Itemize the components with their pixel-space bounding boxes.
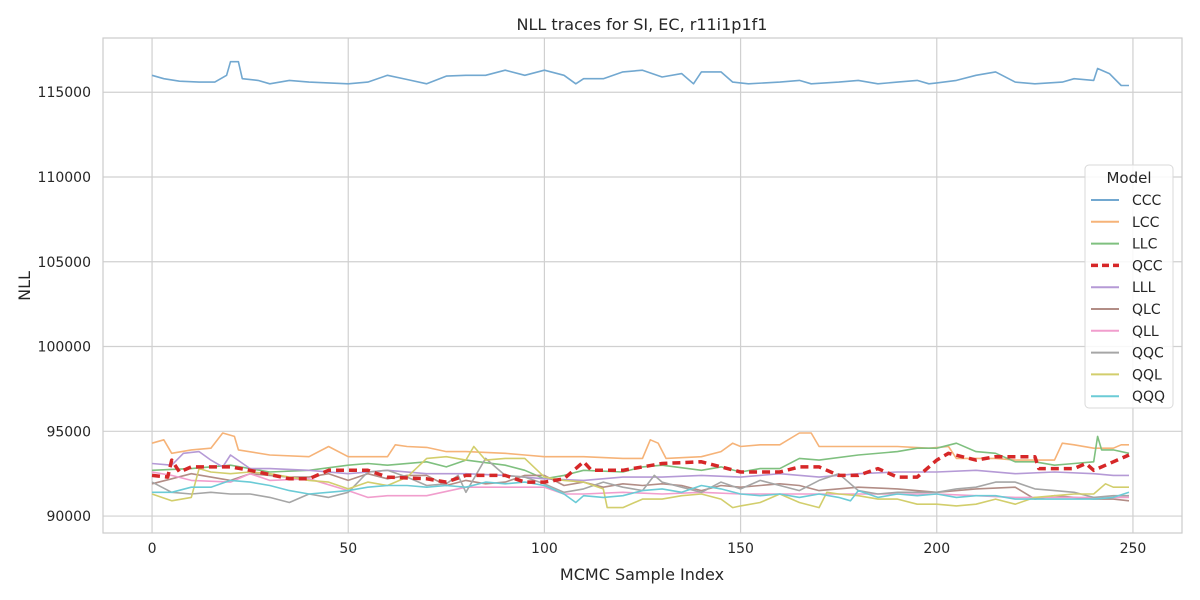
y-tick-label: 115000 <box>38 85 91 101</box>
y-axis-ticks: 90000 95000 100000 105000 110000 115000 <box>38 85 91 525</box>
series-line-ccc <box>151 60 1129 87</box>
y-tick-label: 95000 <box>46 424 91 440</box>
series-line-lcc <box>151 432 1129 461</box>
legend-label-qll: QLL <box>1132 324 1159 340</box>
y-tick-label: 90000 <box>46 509 91 525</box>
legend-label-lcc: LCC <box>1132 215 1160 231</box>
legend: Model CCC LCC LLC QCC LLL QLC QLL QQC QQL QQQ <box>1084 164 1174 409</box>
series-line-qcc <box>151 451 1130 484</box>
legend-label-lll: LLL <box>1132 280 1156 296</box>
x-tick-label: 100 <box>531 541 558 557</box>
x-tick-label: 50 <box>339 541 357 557</box>
legend-label-qcc: QCC <box>1132 258 1163 274</box>
y-tick-label: 100000 <box>38 340 91 356</box>
x-tick-label: 0 <box>148 541 157 557</box>
plot-frame <box>102 37 1183 534</box>
x-tick-label: 250 <box>1120 541 1147 557</box>
series-line-qqc <box>151 457 1129 504</box>
y-axis-label: NLL <box>15 271 34 301</box>
y-tick-label: 110000 <box>38 170 91 186</box>
legend-box <box>1084 164 1174 409</box>
series-line-qll <box>151 471 1129 499</box>
x-tick-label: 200 <box>923 541 950 557</box>
series-line-qql <box>151 445 1129 509</box>
legend-label-ccc: CCC <box>1132 193 1162 209</box>
legend-label-qql: QQL <box>1132 367 1162 383</box>
legend-label-qqc: QQC <box>1132 346 1164 362</box>
series-layer <box>151 60 1130 509</box>
x-axis-label: MCMC Sample Index <box>560 565 724 584</box>
x-tick-label: 150 <box>727 541 754 557</box>
legend-label-llc: LLC <box>1132 237 1158 253</box>
series-line-qqq <box>152 479 1130 504</box>
legend-label-qqq: QQQ <box>1132 389 1165 405</box>
legend-label-qlc: QLC <box>1132 302 1161 318</box>
chart-title: NLL traces for SI, EC, r11i1p1f1 <box>517 15 768 34</box>
legend-items: CCC LCC LLC QCC LLL QLC QLL QQC QQL QQQ <box>1091 193 1165 405</box>
legend-title: Model <box>1106 169 1151 187</box>
x-axis-ticks: 0 50 100 150 200 250 <box>148 541 1147 557</box>
y-tick-label: 105000 <box>38 255 91 271</box>
